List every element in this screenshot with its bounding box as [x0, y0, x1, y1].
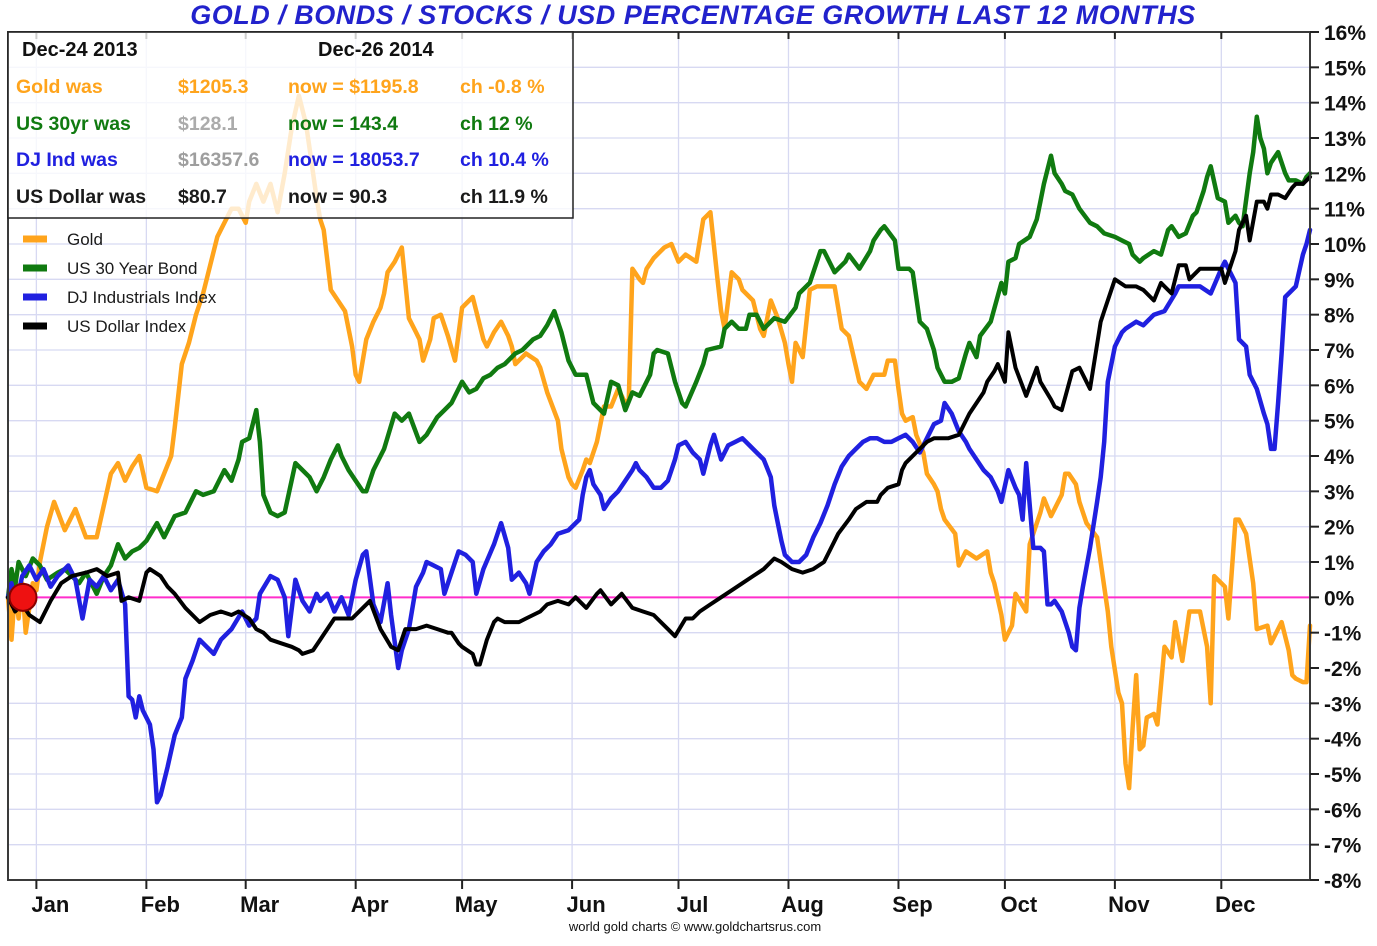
- info-label: DJ Ind was: [16, 149, 118, 171]
- y-tick-label: 14%: [1324, 93, 1366, 116]
- info-change: ch -0.8 %: [460, 76, 545, 98]
- y-tick-label: 12%: [1324, 163, 1366, 186]
- y-tick-label: 16%: [1324, 22, 1366, 45]
- end-date-label: Dec-26 2014: [318, 39, 435, 61]
- y-axis-labels: 16% 15% 14% 13% 12% 11% 10% 9% 8% 7% 6% 5% 4% 3% 2% 1% 0…: [1324, 22, 1366, 893]
- y-tick-label: 8%: [1324, 305, 1355, 328]
- legend-label: US 30 Year Bond: [67, 259, 197, 278]
- info-now: now = 143.4: [288, 113, 398, 135]
- month-label: Mar: [240, 892, 280, 917]
- info-change: ch 11.9 %: [460, 186, 548, 208]
- start-date-label: Dec-24 2013: [22, 39, 138, 61]
- y-tick-label: -4%: [1324, 729, 1362, 752]
- y-tick-label: 7%: [1324, 340, 1355, 363]
- y-tick-label: 13%: [1324, 128, 1366, 151]
- y-tick-label: 1%: [1324, 552, 1355, 575]
- legend-item-us-dollar-index: US Dollar Index: [23, 317, 187, 336]
- y-tick-label: -6%: [1324, 799, 1362, 822]
- month-label: May: [455, 892, 499, 917]
- y-tick-label: -8%: [1324, 870, 1362, 893]
- info-was: $80.7: [178, 186, 227, 208]
- info-now: now = $1195.8: [288, 76, 419, 98]
- page-title: GOLD / BONDS / STOCKS / USD PERCENTAGE G…: [190, 0, 1196, 30]
- info-box: Dec-24 2013 Dec-26 2014 Gold was $1205.3…: [7, 31, 574, 219]
- series-line-us-dollar-index: [6, 174, 1312, 667]
- series-line-dj-industrials-index: [5, 227, 1313, 805]
- y-tick-label: 3%: [1324, 481, 1355, 504]
- y-tick-label: 4%: [1324, 446, 1355, 469]
- info-row-us30yr: US 30yr was $128.1 now = 143.4 ch 12 %: [16, 113, 533, 135]
- info-was: $16357.6: [178, 149, 259, 171]
- month-label: Nov: [1108, 892, 1150, 917]
- info-was: $1205.3: [178, 76, 249, 98]
- y-tick-label: 5%: [1324, 411, 1355, 434]
- legend-item-dj-industrials-index: DJ Industrials Index: [23, 288, 217, 307]
- info-row-usdollar: US Dollar was $80.7 now = 90.3 ch 11.9 %: [16, 186, 548, 208]
- x-axis-labels: Jan Feb Mar Apr May Jun Jul Aug Sep Oct Nov Dec: [31, 892, 1255, 917]
- start-point-marker: [8, 582, 38, 612]
- y-tick-label: -1%: [1324, 623, 1362, 646]
- info-box-panel: [7, 31, 574, 219]
- y-tick-label: 9%: [1324, 269, 1355, 292]
- y-tick-label: 11%: [1324, 199, 1365, 222]
- legend-item-us-30-year-bond: US 30 Year Bond: [23, 259, 197, 278]
- y-tick-label: 0%: [1324, 587, 1355, 610]
- y-tick-label: -7%: [1324, 835, 1362, 858]
- info-label: US 30yr was: [16, 113, 131, 135]
- y-tick-label: 2%: [1324, 517, 1355, 540]
- month-label: Aug: [781, 892, 824, 917]
- y-tick-label: 15%: [1324, 57, 1366, 80]
- y-tick-label: 10%: [1324, 234, 1366, 257]
- y-tick-label: -3%: [1324, 693, 1362, 716]
- info-now: now = 18053.7: [288, 149, 420, 171]
- info-row-gold: Gold was $1205.3 now = $1195.8 ch -0.8 %: [16, 76, 545, 98]
- info-was: $128.1: [178, 113, 238, 135]
- y-tick-label: -5%: [1324, 764, 1362, 787]
- info-now: now = 90.3: [288, 186, 387, 208]
- month-label: Oct: [1001, 892, 1038, 917]
- month-label: Jan: [31, 892, 69, 917]
- info-label: Gold was: [16, 76, 103, 98]
- month-label: Jun: [567, 892, 606, 917]
- legend-label: DJ Industrials Index: [67, 288, 217, 307]
- month-label: Dec: [1215, 892, 1255, 917]
- info-change: ch 10.4 %: [460, 149, 549, 171]
- legend-item-gold: Gold: [23, 230, 103, 249]
- footer-credit: world gold charts © www.goldchartsrus.co…: [568, 919, 821, 934]
- y-tick-label: -2%: [1324, 658, 1362, 681]
- month-label: Sep: [892, 892, 932, 917]
- series-line-us-30-year-bond: [5, 114, 1313, 600]
- legend-label: US Dollar Index: [67, 317, 187, 336]
- legend-label: Gold: [67, 230, 103, 249]
- info-row-djind: DJ Ind was $16357.6 now = 18053.7 ch 10.…: [16, 149, 549, 171]
- info-label: US Dollar was: [16, 186, 146, 208]
- y-tick-label: 6%: [1324, 375, 1355, 398]
- info-change: ch 12 %: [460, 113, 533, 135]
- month-label: Apr: [351, 892, 389, 917]
- month-label: Feb: [141, 892, 180, 917]
- legend: Gold US 30 Year Bond DJ Industrials Index U…: [23, 230, 217, 336]
- month-label: Jul: [677, 892, 709, 917]
